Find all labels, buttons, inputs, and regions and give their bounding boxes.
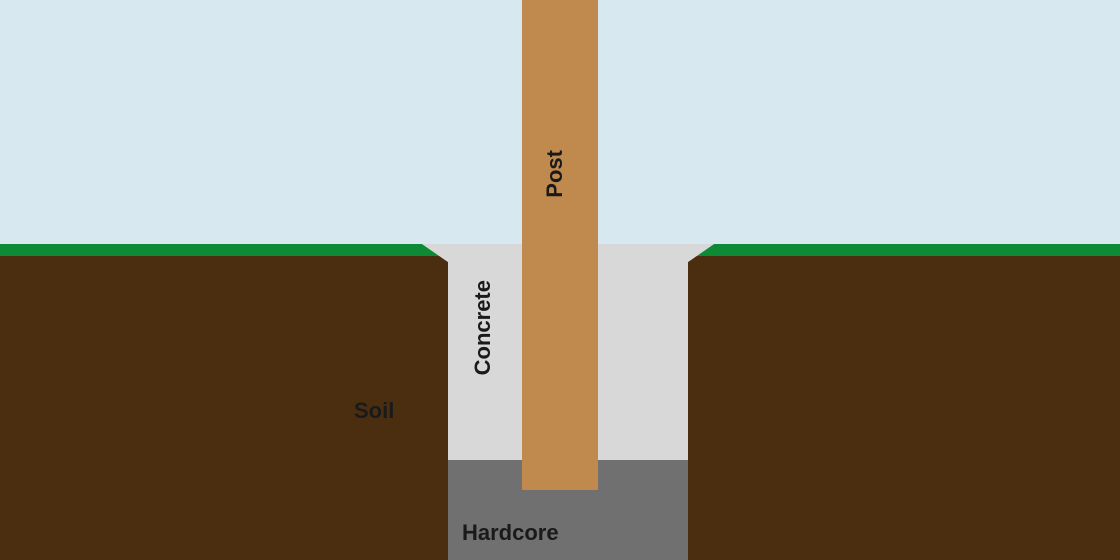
- soil-label: Soil: [354, 398, 394, 424]
- post-foundation-diagram: Soil Hardcore Concrete Post: [0, 0, 1120, 560]
- concrete-label: Concrete: [470, 280, 496, 375]
- hardcore-label: Hardcore: [462, 520, 559, 546]
- post-layer: [522, 0, 598, 490]
- post-label: Post: [542, 150, 568, 198]
